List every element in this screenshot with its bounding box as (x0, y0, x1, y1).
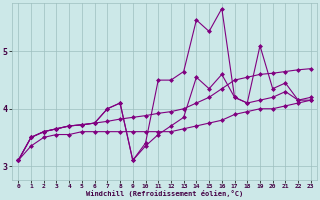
X-axis label: Windchill (Refroidissement éolien,°C): Windchill (Refroidissement éolien,°C) (86, 190, 243, 197)
